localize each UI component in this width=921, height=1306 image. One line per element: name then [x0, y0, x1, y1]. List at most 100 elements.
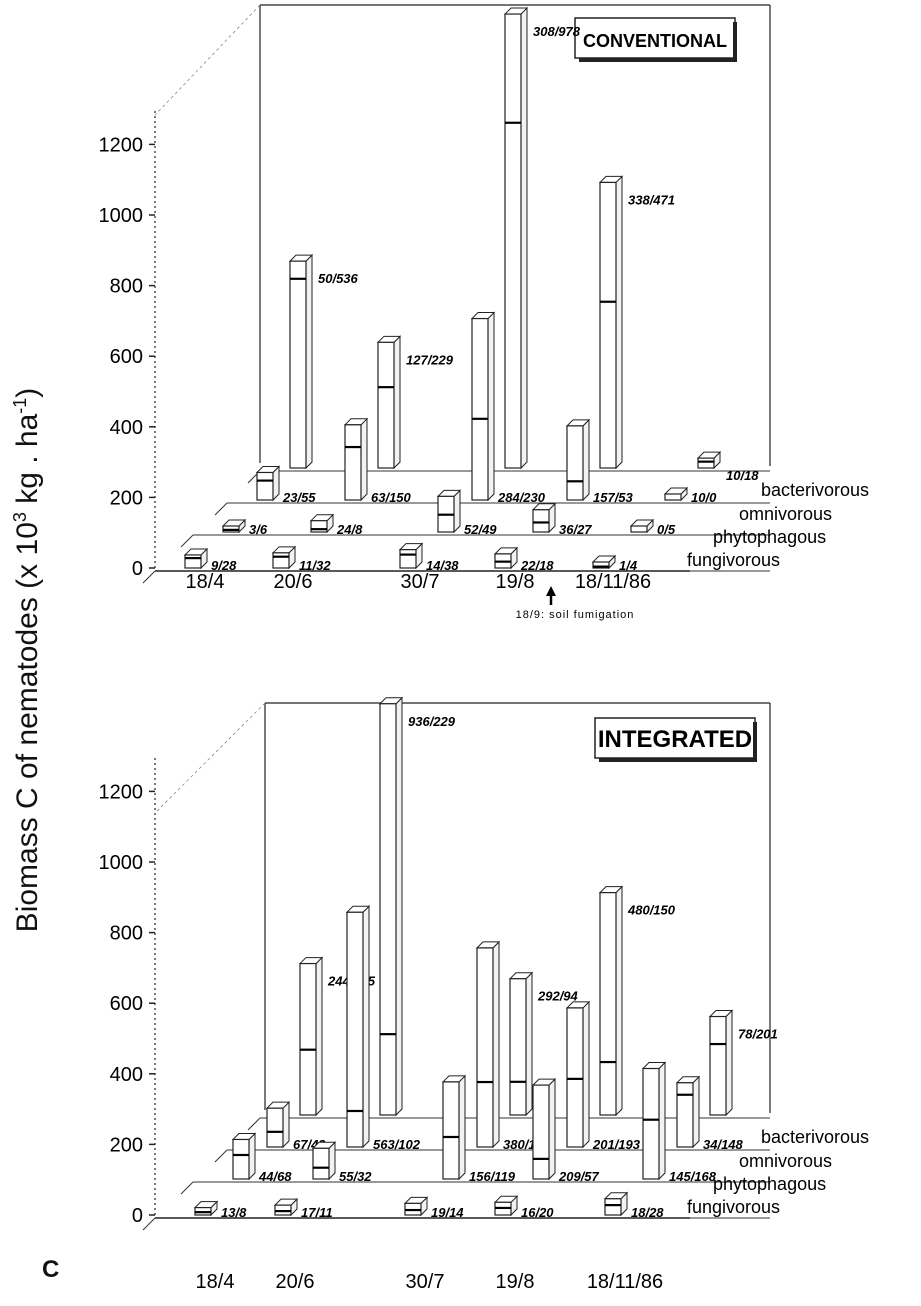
data-label-phytophagous-integ: 55/32 — [339, 1169, 372, 1184]
y-tick-label-integ: 600 — [110, 993, 143, 1015]
bar-omnivorous-integ — [476, 947, 494, 1148]
bar-bacterivorous-integ — [599, 892, 617, 1116]
bar-fungivorous-conv — [272, 552, 290, 569]
row-edge-conv — [180, 534, 194, 548]
chart-title-conv: CONVENTIONAL — [583, 31, 727, 51]
bar-side-bacterivorous-conv — [393, 335, 401, 470]
bar-omnivorous-conv — [566, 425, 584, 501]
row-label-conv: omnivorous — [739, 504, 832, 524]
data-label-omnivorous-integ: 201/193 — [592, 1137, 641, 1152]
bar-side-bacterivorous-integ — [525, 971, 533, 1117]
row-label-integ: bacterivorous — [761, 1127, 869, 1147]
bar-side-omnivorous-conv — [360, 417, 368, 502]
data-label-fungivorous-integ: 13/8 — [221, 1205, 247, 1220]
y-axis-label: Biomass C of nematodes (x 103 kg . ha-1) — [10, 330, 50, 990]
bar-phytophagous-conv — [532, 509, 550, 533]
category-label-conv: 18/4 — [186, 571, 225, 593]
bar-phytophagous-conv — [310, 520, 328, 533]
bar-side-omnivorous-integ — [282, 1100, 290, 1149]
y-axis-label-sup2: -1 — [10, 397, 30, 414]
row-edge-integ — [247, 1117, 261, 1131]
category-label-integ: 18/11/86 — [587, 1271, 663, 1293]
data-label-phytophagous-conv: 3/6 — [249, 522, 268, 537]
category-label-conv: 18/11/86 — [575, 571, 651, 593]
data-label-fungivorous-conv: 9/28 — [211, 558, 237, 573]
y-axis-label-mid: kg . ha — [11, 413, 44, 513]
bar-side-phytophagous-integ — [658, 1061, 666, 1181]
y-tick-label-integ: 200 — [110, 1134, 143, 1156]
data-label-fungivorous-conv: 14/38 — [426, 558, 459, 573]
data-label-phytophagous-integ: 145/168 — [669, 1169, 717, 1184]
category-label-integ: 30/7 — [406, 1271, 445, 1293]
data-label-phytophagous-integ: 44/68 — [258, 1169, 292, 1184]
row-edge-conv — [214, 502, 228, 516]
bar-bacterivorous-conv — [697, 457, 715, 469]
row-label-conv: phytophagous — [713, 527, 826, 547]
data-label-bacterivorous-integ: 936/229 — [408, 714, 456, 729]
bar-side-omnivorous-conv — [582, 418, 590, 502]
data-label-omnivorous-conv: 63/150 — [371, 490, 412, 505]
bar-side-bacterivorous-conv — [305, 253, 313, 470]
bar-phytophagous-integ — [312, 1147, 330, 1180]
category-label-integ: 19/8 — [496, 1271, 535, 1293]
row-edge-integ — [142, 1217, 156, 1231]
y-tick-label-integ: 400 — [110, 1064, 143, 1086]
perspective-edge-integ — [154, 702, 266, 814]
bar-bacterivorous-integ — [709, 1015, 727, 1116]
perspective-edge-conv — [154, 4, 261, 116]
title-box-integ — [594, 717, 756, 759]
data-label-fungivorous-integ: 19/14 — [431, 1205, 464, 1220]
data-label-omnivorous-integ: 34/148 — [703, 1137, 744, 1152]
category-label-integ: 20/6 — [276, 1271, 315, 1293]
data-label-bacterivorous-conv: 127/229 — [406, 352, 454, 367]
data-label-fungivorous-conv: 22/18 — [520, 558, 554, 573]
row-label-integ: fungivorous — [687, 1197, 780, 1217]
bar-bacterivorous-conv — [599, 181, 617, 469]
data-label-fungivorous-conv: 1/4 — [619, 558, 638, 573]
data-label-phytophagous-conv: 52/49 — [464, 522, 497, 537]
row-label-integ: omnivorous — [739, 1151, 832, 1171]
category-label-integ: 18/4 — [196, 1271, 235, 1293]
data-label-bacterivorous-conv: 308/978 — [533, 24, 581, 39]
data-label-bacterivorous-conv: 10/18 — [726, 468, 759, 483]
row-label-integ: phytophagous — [713, 1174, 826, 1194]
row-edge-integ — [180, 1181, 194, 1195]
y-tick-label-conv: 200 — [110, 487, 143, 509]
data-label-phytophagous-integ: 209/57 — [558, 1169, 600, 1184]
data-label-omnivorous-integ: 563/102 — [373, 1137, 421, 1152]
y-tick-label-integ: 1000 — [99, 852, 144, 874]
y-tick-label-conv: 1000 — [99, 205, 144, 227]
y-tick-label-conv: 600 — [110, 346, 143, 368]
row-label-conv: fungivorous — [687, 550, 780, 570]
bar-bacterivorous-conv — [289, 260, 307, 469]
bar-omnivorous-integ — [346, 911, 364, 1148]
bar-side-bacterivorous-integ — [615, 885, 623, 1117]
bar-omnivorous-integ — [676, 1082, 694, 1148]
annotation-soil-fumigation: 18/9: soil fumigation — [516, 609, 635, 621]
bar-side-bacterivorous-integ — [725, 1009, 733, 1117]
bar-omnivorous-conv — [471, 317, 489, 501]
bar-omnivorous-conv — [256, 471, 274, 501]
bar-phytophagous-integ — [232, 1138, 250, 1180]
y-tick-label-conv: 1200 — [99, 134, 144, 156]
y-axis-label-end: ) — [11, 387, 44, 398]
category-label-conv: 19/8 — [496, 571, 535, 593]
y-axis-label-main: Biomass C of nematodes (x 10 — [11, 522, 44, 933]
row-edge-integ — [214, 1149, 228, 1163]
data-label-phytophagous-conv: 0/5 — [657, 522, 676, 537]
bar-side-omnivorous-integ — [362, 905, 370, 1149]
bar-side-bacterivorous-conv — [520, 6, 528, 470]
bar-phytophagous-integ — [532, 1084, 550, 1180]
data-label-fungivorous-integ: 16/20 — [521, 1205, 554, 1220]
data-label-bacterivorous-conv: 50/536 — [318, 271, 359, 286]
data-label-bacterivorous-integ: 480/150 — [627, 903, 676, 918]
bar-bacterivorous-conv — [504, 13, 522, 469]
data-label-omnivorous-conv: 10/0 — [691, 490, 717, 505]
data-label-bacterivorous-conv: 338/471 — [628, 192, 675, 207]
row-edge-conv — [142, 570, 156, 584]
bar-side-phytophagous-integ — [458, 1074, 466, 1181]
arrow-head-icon — [546, 586, 556, 596]
data-label-fungivorous-integ: 18/28 — [631, 1205, 664, 1220]
bar-bacterivorous-integ — [299, 962, 317, 1116]
